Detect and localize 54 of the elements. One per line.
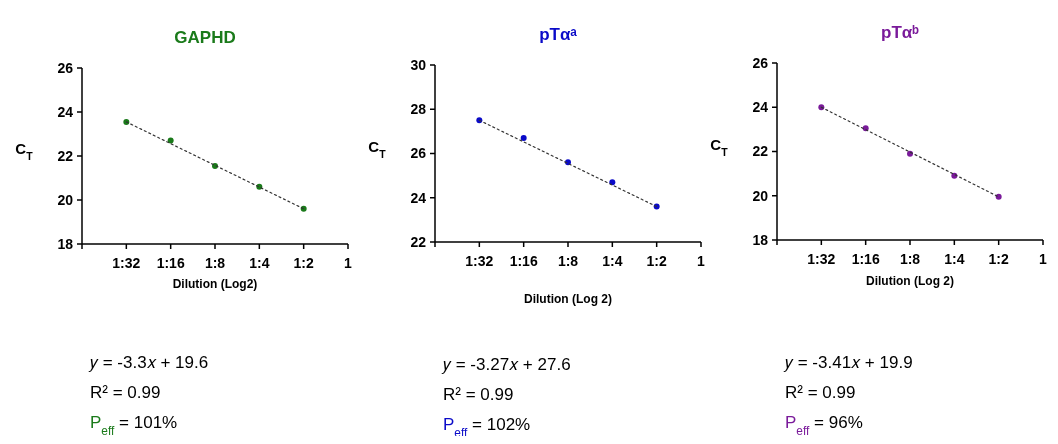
x-tick-label: 1:32 — [807, 251, 836, 267]
y-axis-title: C$_{T}$ — [368, 137, 387, 160]
text: 𝑦 = -3.27𝑥 + 27.6 — [441, 355, 571, 374]
y-tick-label: 30 — [410, 56, 427, 73]
y-tick-label: 28 — [410, 101, 427, 118]
x-axis-title: Dilution (Log2) — [172, 277, 258, 291]
text: P$_{eff}$ = 96% — [785, 413, 863, 438]
y-axis-title: C$_{T}$ — [15, 140, 34, 162]
x-tick-label: 1:16 — [156, 255, 185, 271]
chart-title: pTαᵃ — [539, 25, 578, 44]
y-tick-label: 20 — [57, 191, 74, 208]
x-tick-label: 1:16 — [851, 251, 880, 267]
text: R² = 0.99 — [90, 383, 161, 402]
point — [995, 193, 1002, 200]
x-tick-label: 1:32 — [112, 255, 141, 271]
y-tick-label: 24 — [752, 99, 769, 116]
text: 𝑦 = -3.41𝑥 + 19.9 — [783, 353, 913, 372]
x-tick-label: 1:8 — [204, 255, 226, 271]
x-tick-label: 1:32 — [465, 253, 494, 269]
x-axis-title: Dilution (Log 2) — [524, 292, 612, 306]
y-tick-label: 26 — [57, 59, 74, 76]
y-tick-label: 24 — [57, 103, 74, 120]
chart-title: GAPHD — [174, 28, 236, 47]
y-tick-label: 20 — [752, 187, 769, 204]
y-tick-label: 18 — [752, 231, 769, 248]
x-tick-label: 1:2 — [293, 255, 314, 271]
x-tick-label: 1:2 — [646, 253, 667, 269]
y-tick-label: 26 — [752, 54, 769, 71]
y-tick-label: 18 — [57, 235, 74, 252]
text: 𝑦 = -3.3𝑥 + 19.6 — [88, 353, 209, 372]
x-tick-label: 1:4 — [249, 255, 270, 271]
x-tick-label: 1:2 — [988, 251, 1009, 267]
y-tick-label: 26 — [410, 145, 427, 162]
text: R² = 0.99 — [785, 383, 856, 402]
text: P$_{eff}$ = 101% — [90, 413, 178, 438]
chart-title: pTαᵇ — [881, 23, 920, 42]
x-tick-label: 1:4 — [602, 253, 623, 269]
y-tick-label: 22 — [752, 143, 769, 160]
x-tick-label: 1 — [697, 253, 706, 269]
x-tick-label: 1:8 — [899, 251, 921, 267]
point — [520, 135, 527, 142]
y-tick-label: 22 — [57, 147, 74, 164]
y-tick-label: 24 — [410, 189, 427, 206]
x-tick-label: 1:16 — [509, 253, 538, 269]
x-tick-label: 1:8 — [557, 253, 579, 269]
x-tick-label: 1 — [1039, 251, 1048, 267]
y-tick-label: 22 — [410, 233, 427, 250]
x-tick-label: 1 — [344, 255, 353, 271]
y-axis-title: C$_{T}$ — [710, 135, 729, 158]
x-axis-title: Dilution (Log 2) — [866, 274, 954, 288]
x-tick-label: 1:4 — [944, 251, 965, 267]
point — [167, 137, 174, 144]
point — [609, 179, 616, 186]
text: R² = 0.99 — [443, 385, 514, 404]
